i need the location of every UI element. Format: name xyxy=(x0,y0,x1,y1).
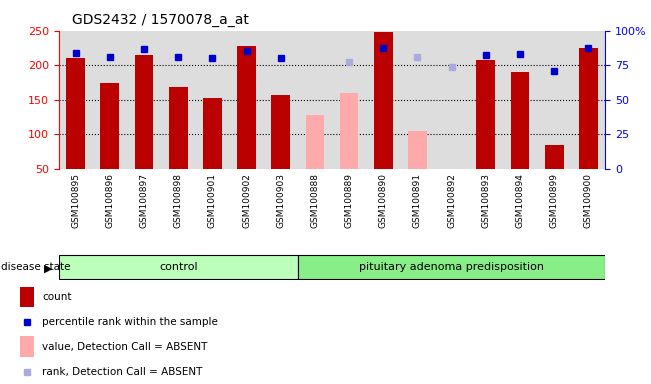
Bar xyxy=(203,98,222,169)
Text: GSM100894: GSM100894 xyxy=(516,173,525,228)
Text: rank, Detection Call = ABSENT: rank, Detection Call = ABSENT xyxy=(42,367,202,377)
Text: GSM100888: GSM100888 xyxy=(311,173,320,228)
Text: value, Detection Call = ABSENT: value, Detection Call = ABSENT xyxy=(42,342,208,352)
Text: GSM100902: GSM100902 xyxy=(242,173,251,228)
Bar xyxy=(271,95,290,169)
Text: GSM100900: GSM100900 xyxy=(584,173,593,228)
Text: GSM100895: GSM100895 xyxy=(71,173,80,228)
Text: ▶: ▶ xyxy=(44,263,53,273)
Text: GSM100889: GSM100889 xyxy=(344,173,353,228)
Text: GSM100898: GSM100898 xyxy=(174,173,183,228)
Text: disease state: disease state xyxy=(1,262,74,272)
Bar xyxy=(237,46,256,169)
Text: GSM100892: GSM100892 xyxy=(447,173,456,228)
Bar xyxy=(169,88,187,169)
Bar xyxy=(20,336,34,357)
Bar xyxy=(340,93,359,169)
Text: GSM100896: GSM100896 xyxy=(105,173,115,228)
FancyBboxPatch shape xyxy=(298,255,605,279)
Bar xyxy=(579,48,598,169)
Text: GSM100890: GSM100890 xyxy=(379,173,388,228)
Bar xyxy=(100,83,119,169)
Text: percentile rank within the sample: percentile rank within the sample xyxy=(42,317,218,327)
Bar xyxy=(408,131,427,169)
Text: GSM100897: GSM100897 xyxy=(139,173,148,228)
Bar xyxy=(305,115,324,169)
FancyBboxPatch shape xyxy=(59,255,298,279)
Bar xyxy=(66,58,85,169)
Text: GSM100901: GSM100901 xyxy=(208,173,217,228)
Bar xyxy=(477,60,495,169)
Text: GSM100899: GSM100899 xyxy=(549,173,559,228)
Text: pituitary adenoma predisposition: pituitary adenoma predisposition xyxy=(359,262,544,272)
Bar xyxy=(20,286,34,307)
Text: GSM100891: GSM100891 xyxy=(413,173,422,228)
Bar xyxy=(135,55,154,169)
Bar xyxy=(374,32,393,169)
Bar xyxy=(545,145,564,169)
Bar xyxy=(510,72,529,169)
Text: count: count xyxy=(42,292,72,302)
Text: GSM100903: GSM100903 xyxy=(276,173,285,228)
Text: GDS2432 / 1570078_a_at: GDS2432 / 1570078_a_at xyxy=(72,13,249,27)
Text: GSM100893: GSM100893 xyxy=(481,173,490,228)
Text: control: control xyxy=(159,262,197,272)
